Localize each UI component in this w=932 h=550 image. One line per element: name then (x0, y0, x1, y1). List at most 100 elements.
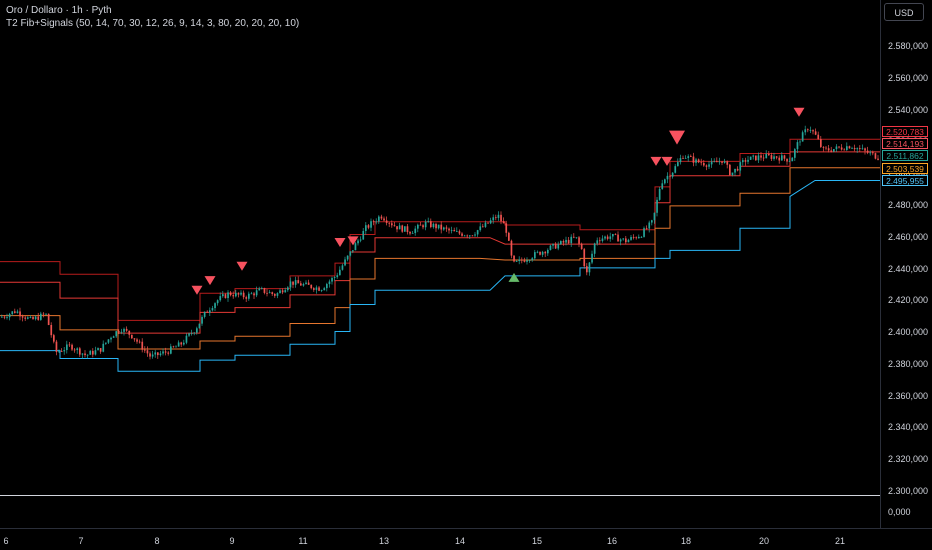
candle (157, 352, 159, 359)
candle (497, 211, 500, 221)
candle (747, 156, 749, 165)
candle (289, 277, 292, 291)
candle (344, 256, 346, 267)
candle (583, 247, 586, 269)
candle (437, 224, 440, 230)
candle (84, 350, 86, 358)
candle (372, 219, 375, 226)
candle (240, 290, 242, 296)
candle (79, 346, 81, 357)
candle (651, 219, 653, 226)
candle (388, 221, 391, 228)
candle (115, 330, 118, 338)
candle (554, 242, 557, 249)
candle (393, 221, 396, 227)
candle (414, 225, 417, 236)
candle (453, 227, 456, 232)
candle (505, 220, 508, 237)
candle (866, 146, 869, 155)
x-tick-label: 21 (834, 536, 846, 546)
candle (638, 234, 640, 239)
candle (214, 302, 216, 311)
buy-signal-marker (508, 272, 520, 282)
candle (71, 343, 73, 351)
candle (193, 331, 196, 336)
candle (16, 309, 19, 314)
candle (487, 222, 489, 224)
candle (521, 257, 523, 264)
candle (713, 158, 716, 163)
candle (209, 307, 211, 316)
candle (346, 255, 349, 262)
candle (632, 234, 635, 240)
candle (29, 315, 32, 319)
candle (596, 237, 599, 246)
candle (547, 248, 549, 256)
candle (125, 326, 128, 332)
candle (300, 280, 302, 286)
candle (695, 157, 697, 166)
sell-signal-marker (334, 238, 346, 247)
candle (471, 235, 474, 237)
candle (118, 329, 120, 335)
candle (354, 242, 357, 251)
indicator-legend[interactable]: T2 Fib+Signals (50, 14, 70, 30, 12, 26, … (6, 18, 300, 29)
candle (510, 239, 513, 259)
candle (684, 155, 687, 159)
candle (430, 218, 432, 229)
candle (417, 223, 419, 233)
candle (154, 349, 157, 358)
candle (794, 148, 796, 162)
candle (307, 279, 310, 285)
candle (812, 129, 814, 135)
candle (749, 156, 752, 160)
candle (723, 158, 726, 164)
candle (523, 257, 526, 263)
candle (398, 222, 401, 230)
candle (606, 234, 609, 241)
candle (658, 186, 661, 201)
candle (401, 224, 404, 233)
currency-button[interactable]: USD (884, 3, 924, 21)
candle (552, 243, 554, 249)
candle (42, 312, 45, 318)
y-tick-label: 2.560,000 (888, 72, 929, 83)
x-tick-label: 20 (758, 536, 770, 546)
candle (864, 147, 866, 155)
candle (656, 196, 658, 217)
candle (242, 290, 245, 300)
candle (141, 338, 144, 353)
candle (227, 290, 229, 302)
candle (11, 311, 14, 316)
candle (136, 337, 138, 344)
y-tick-label: 2.580,000 (888, 41, 929, 51)
candle (531, 256, 534, 262)
candle (268, 290, 271, 294)
candle (281, 288, 284, 295)
y-tick-label: 2.380,000 (888, 358, 929, 369)
candle (297, 276, 300, 284)
candle (255, 286, 258, 298)
candle (534, 249, 536, 261)
candle (391, 220, 393, 228)
candle (661, 179, 664, 190)
candle (872, 150, 874, 156)
candle (482, 223, 484, 228)
candle (575, 237, 578, 239)
candle (34, 315, 37, 321)
candle (513, 255, 515, 263)
candle (791, 156, 794, 162)
candle (729, 163, 731, 176)
candle (757, 152, 760, 164)
candle (63, 346, 66, 355)
candle (53, 333, 55, 344)
candle (765, 150, 768, 159)
candle (432, 222, 435, 229)
candle (591, 250, 593, 265)
candle (456, 227, 458, 233)
candle (614, 233, 617, 236)
candle (762, 154, 765, 162)
candle (666, 172, 669, 184)
candle (424, 219, 427, 231)
